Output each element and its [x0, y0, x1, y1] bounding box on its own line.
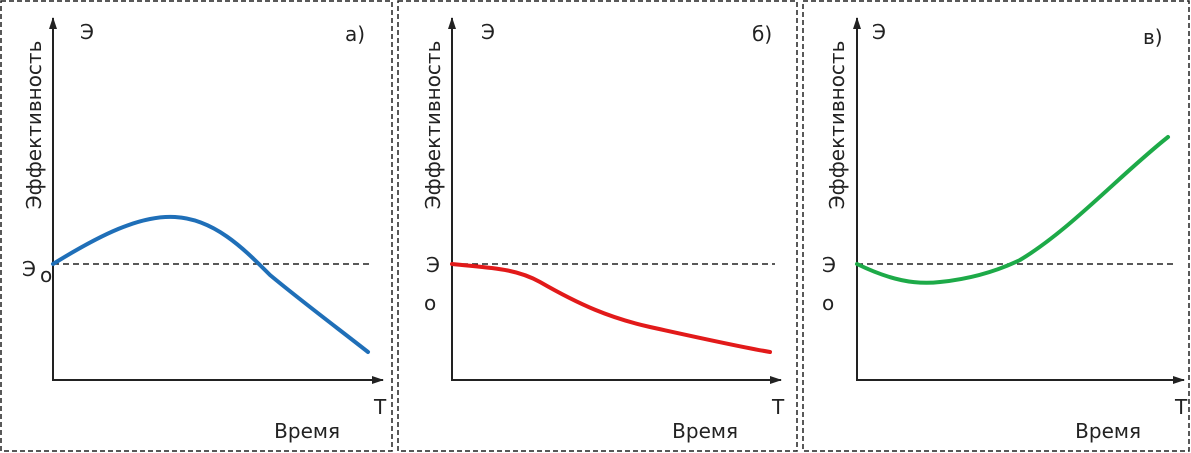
x-axis-symbol: Т	[1174, 395, 1188, 419]
x-axis-label: Время	[274, 419, 340, 443]
panel-border	[397, 0, 798, 452]
panel-label: в)	[1143, 25, 1163, 49]
panel-border	[0, 0, 393, 452]
panel-label: а)	[345, 22, 365, 46]
baseline-subscript: о	[40, 263, 52, 287]
y-axis-symbol: Э	[872, 20, 886, 44]
curve	[51, 214, 370, 354]
x-axis-label: Время	[1075, 419, 1141, 443]
baseline-symbol: Э	[22, 257, 36, 281]
x-axis-symbol: Т	[771, 395, 785, 419]
y-axis-symbol: Э	[80, 20, 94, 44]
y-axis-label: Эффективность	[421, 41, 445, 210]
curve	[855, 135, 1170, 285]
panel-label: б)	[752, 22, 772, 46]
y-axis-label: Эффективность	[22, 41, 46, 210]
baseline-symbol: Э	[426, 253, 440, 277]
baseline-symbol: Э	[822, 253, 836, 277]
x-axis-symbol: Т	[373, 395, 387, 419]
y-axis-label: Эффективность	[825, 41, 849, 210]
curve	[450, 262, 772, 354]
y-axis-symbol: Э	[481, 20, 495, 44]
baseline-subscript: о	[424, 291, 436, 315]
x-axis-label: Время	[672, 419, 738, 443]
panel-border	[802, 0, 1190, 452]
baseline-subscript: о	[822, 291, 834, 315]
